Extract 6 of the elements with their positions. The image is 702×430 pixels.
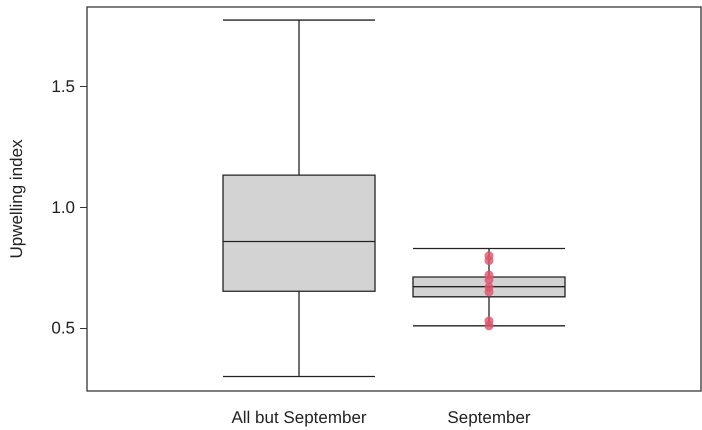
y-axis-title: Upwelling index: [7, 138, 26, 259]
x-tick-label: All but September: [231, 408, 367, 427]
y-tick-label: 1.5: [51, 77, 75, 96]
y-tick-label: 0.5: [51, 318, 75, 338]
x-tick-label: September: [447, 408, 531, 427]
y-tick-label: 1.0: [51, 198, 75, 217]
